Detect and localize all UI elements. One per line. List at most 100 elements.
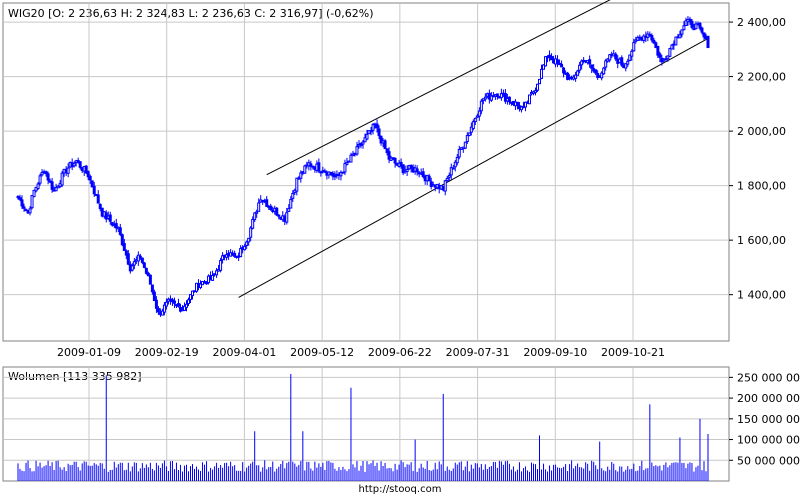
candle — [684, 17, 688, 27]
price-y-axis: 2 400,00 2 200,00 2 000,00 1 800,00 1 600,00… — [729, 16, 786, 302]
candle — [471, 119, 475, 131]
candle — [44, 170, 48, 177]
candle-body — [363, 137, 367, 143]
candle — [469, 122, 473, 136]
volume-y-axis: 250 000 000 200 000 000 150 000 000 100 000… — [729, 371, 800, 467]
candle-body — [225, 254, 229, 258]
candle — [132, 257, 136, 270]
candle-body — [477, 110, 481, 117]
candle — [682, 21, 686, 31]
candle-body — [560, 63, 564, 68]
candle — [602, 66, 606, 76]
candle — [630, 49, 634, 61]
candle-body — [215, 270, 219, 276]
candle-body — [365, 133, 369, 140]
candle-body — [269, 205, 273, 210]
candle-body — [138, 255, 142, 259]
candle — [379, 135, 383, 146]
candle — [614, 52, 618, 62]
candle — [702, 32, 706, 40]
candle — [632, 38, 636, 52]
candle — [309, 160, 313, 171]
candle-body — [538, 78, 542, 85]
candle — [160, 308, 164, 316]
candle — [355, 141, 359, 156]
candle — [445, 175, 449, 182]
candle-body — [78, 161, 82, 168]
candle — [189, 294, 192, 304]
candle-body — [576, 70, 580, 76]
candle-body — [445, 178, 449, 182]
candle — [152, 289, 156, 302]
candle-body — [265, 199, 269, 207]
candle — [253, 212, 257, 222]
candle-body — [453, 161, 457, 168]
x-tick-label: 2009-06-22 — [368, 346, 432, 359]
candle-body — [132, 261, 136, 266]
candle-body — [172, 300, 176, 304]
price-panel-label: WIG20 [O: 2 236,63 H: 2 324,83 L: 2 236,… — [8, 7, 374, 20]
candle-body — [596, 73, 600, 78]
candle-body — [550, 56, 554, 61]
candle-body — [628, 54, 632, 61]
candle — [184, 300, 188, 312]
candle — [455, 154, 459, 166]
source-footer[interactable]: http://stooq.com — [358, 484, 442, 495]
candle-body — [499, 93, 503, 99]
candle — [60, 170, 64, 188]
candle-body — [556, 59, 560, 64]
candle — [371, 122, 375, 135]
candle — [331, 171, 335, 181]
candle — [345, 157, 349, 166]
candle — [429, 177, 433, 190]
volume-panel-label: Wolumen [113 335 982] — [8, 370, 142, 383]
candle-body — [387, 151, 391, 160]
candle-body — [467, 132, 471, 136]
candle-body — [243, 245, 247, 251]
volume-panel-frame — [2, 366, 730, 482]
candle — [536, 83, 540, 92]
candle-body — [473, 117, 477, 122]
candle-body — [341, 171, 345, 174]
candle-body — [245, 241, 249, 246]
candle-body — [124, 250, 128, 256]
candle-body — [658, 53, 662, 58]
candle — [249, 226, 253, 242]
candle — [415, 165, 419, 176]
candle — [473, 117, 477, 125]
candle — [199, 280, 203, 290]
x-tick-label: 2009-01-09 — [57, 346, 121, 359]
candle — [566, 71, 570, 81]
candle-body — [126, 253, 130, 265]
candle-body — [666, 55, 670, 60]
candle-body — [688, 18, 692, 22]
candle — [233, 250, 237, 258]
candle — [333, 171, 337, 181]
candle — [221, 252, 225, 264]
candle-body — [255, 211, 259, 214]
candle — [499, 88, 503, 101]
candle — [96, 190, 100, 204]
candle — [409, 164, 413, 173]
candle — [700, 26, 704, 35]
candle — [449, 163, 453, 180]
candle-body — [465, 135, 469, 143]
candle-body — [142, 262, 146, 268]
candle-body — [377, 128, 381, 136]
candle-body — [652, 39, 656, 44]
candle-body — [399, 161, 403, 167]
candle-body — [578, 64, 582, 71]
candle — [477, 107, 481, 121]
candle-body — [22, 206, 26, 209]
candle-body — [674, 36, 678, 46]
candle-body — [608, 54, 612, 61]
volume-grid — [3, 367, 729, 481]
candle — [351, 150, 355, 157]
candle-body — [614, 53, 618, 60]
candle — [32, 189, 36, 198]
candle-body — [355, 146, 359, 155]
candle-body — [319, 171, 323, 174]
candle-body — [152, 291, 156, 302]
candle — [36, 181, 40, 191]
